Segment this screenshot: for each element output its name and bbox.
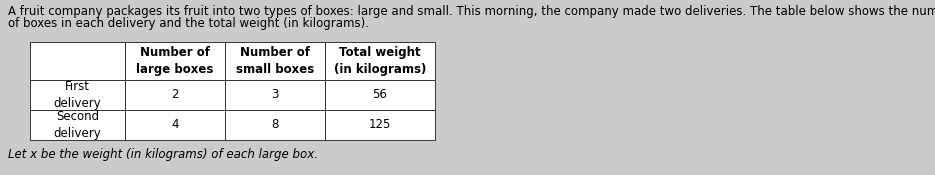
Text: 125: 125 xyxy=(368,118,391,131)
Text: of boxes in each delivery and the total weight (in kilograms).: of boxes in each delivery and the total … xyxy=(8,17,369,30)
Text: Total weight
(in kilograms): Total weight (in kilograms) xyxy=(334,46,426,76)
Text: 3: 3 xyxy=(271,89,279,101)
Text: Second
delivery: Second delivery xyxy=(53,110,101,140)
Bar xyxy=(225,110,325,140)
Text: Number of
small boxes: Number of small boxes xyxy=(236,46,314,76)
Text: 4: 4 xyxy=(171,118,179,131)
Bar xyxy=(225,42,325,80)
Bar xyxy=(125,42,225,80)
Text: 56: 56 xyxy=(372,89,387,101)
Bar xyxy=(125,80,225,110)
Bar xyxy=(225,80,325,110)
Text: 2: 2 xyxy=(171,89,179,101)
Text: Let x be the weight (in kilograms) of each large box.: Let x be the weight (in kilograms) of ea… xyxy=(8,148,318,161)
Bar xyxy=(30,42,125,80)
Bar xyxy=(30,80,125,110)
Text: 8: 8 xyxy=(271,118,279,131)
Bar xyxy=(325,42,435,80)
Text: Number of
large boxes: Number of large boxes xyxy=(137,46,214,76)
Text: First
delivery: First delivery xyxy=(53,80,101,110)
Bar xyxy=(30,110,125,140)
Bar xyxy=(325,110,435,140)
Bar xyxy=(325,80,435,110)
Bar xyxy=(125,110,225,140)
Text: A fruit company packages its fruit into two types of boxes: large and small. Thi: A fruit company packages its fruit into … xyxy=(8,5,935,18)
